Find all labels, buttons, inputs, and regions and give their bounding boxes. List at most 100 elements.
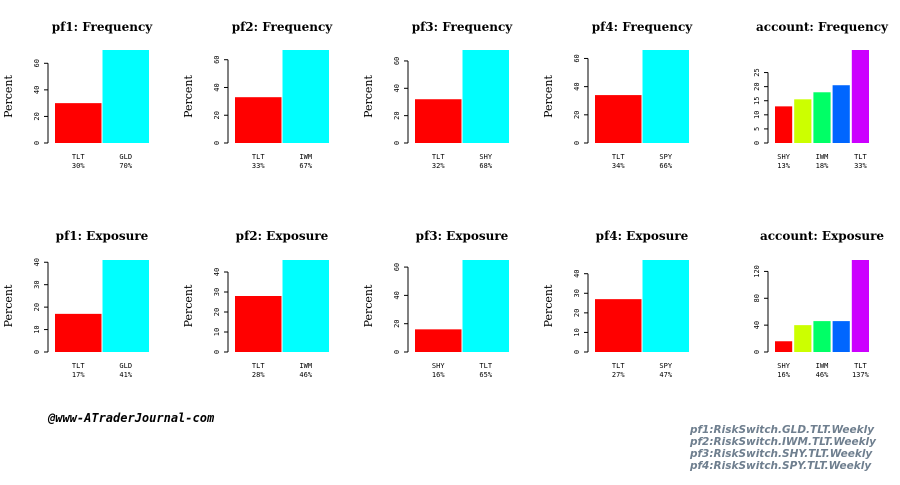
panel-title: pf2: Frequency [232,20,334,34]
bar-tlt [851,50,869,143]
y-tick-label: 40 [213,268,221,276]
legend-pf1: pf1:RiskSwitch.GLD.TLT.Weekly [689,424,875,436]
y-tick-label: 40 [33,258,41,266]
y-tick-label: 20 [393,319,401,327]
panel-title: pf2: Exposure [236,229,329,243]
category-label: TLT [432,153,445,161]
percent-label: 137% [852,371,870,379]
y-tick-label: 60 [573,54,581,62]
y-tick-label: 60 [393,57,401,65]
portfolio-legend: pf1:RiskSwitch.GLD.TLT.Weekly pf2:RiskSw… [690,424,876,472]
bar-tlt [851,260,869,352]
category-label: TLT [252,153,265,161]
y-tick-label: 20 [753,82,761,90]
y-tick-label: 40 [573,82,581,90]
bar-series-4 [832,85,850,143]
y-tick-label: 40 [393,84,401,92]
y-tick-label: 120 [753,265,761,278]
percent-label: 30% [72,162,85,170]
y-tick-label: 30 [33,280,41,288]
percent-label: 66% [659,162,672,170]
y-tick-label: 80 [753,294,761,302]
bar-shy [415,329,462,352]
y-axis-label: Percent [542,74,555,117]
bar-iwm [813,321,831,352]
percent-label: 13% [777,162,790,170]
bar-tlt [595,299,642,352]
percent-label: 16% [432,371,445,379]
percent-label: 27% [612,371,625,379]
y-axis-label: Percent [2,284,15,327]
percent-label: 46% [299,371,312,379]
y-axis-label: Percent [182,74,195,117]
bar-series-4 [832,321,850,352]
y-tick-label: 0 [573,141,581,145]
panel-title: account: Frequency [756,20,889,34]
y-tick-label: 10 [33,325,41,333]
bar-spy [642,260,689,352]
category-label: TLT [479,362,492,370]
category-label: TLT [854,153,867,161]
y-axis-label: Percent [542,284,555,327]
category-label: SPY [659,362,672,370]
y-tick-label: 0 [393,350,401,354]
panel-title: pf4: Frequency [592,20,694,34]
category-label: TLT [252,362,265,370]
y-tick-label: 40 [753,321,761,329]
percent-label: 28% [252,371,265,379]
bar-gld [102,260,149,352]
y-tick-label: 40 [33,86,41,94]
bar-iwm [813,92,831,143]
y-tick-label: 0 [393,141,401,145]
category-label: TLT [72,362,85,370]
y-tick-label: 5 [753,127,761,131]
bar-iwm [282,260,329,352]
panel-title: pf1: Frequency [52,20,154,34]
y-tick-label: 20 [33,112,41,120]
category-label: TLT [612,153,625,161]
y-tick-label: 20 [573,111,581,119]
bar-tlt [595,95,642,143]
y-tick-label: 60 [33,59,41,67]
legend-pf2: pf2:RiskSwitch.IWM.TLT.Weekly [689,436,876,448]
percent-label: 41% [119,371,132,379]
y-tick-label: 0 [33,141,41,145]
y-tick-label: 20 [393,111,401,119]
y-tick-label: 60 [213,55,221,63]
percent-label: 33% [854,162,867,170]
bar-tlt [462,260,509,352]
legend-pf4: pf4:RiskSwitch.SPY.TLT.Weekly [689,460,872,472]
percent-label: 17% [72,371,85,379]
y-tick-label: 20 [213,111,221,119]
category-label: GLD [119,153,132,161]
bar-tlt [235,296,282,352]
percent-label: 47% [659,371,672,379]
y-tick-label: 0 [573,350,581,354]
category-label: IWM [299,153,312,161]
category-label: TLT [854,362,867,370]
bar-shy [775,106,793,143]
bar-iwm [282,50,329,143]
category-label: SHY [432,362,445,370]
y-axis-label: Percent [2,74,15,117]
category-label: IWM [816,362,829,370]
y-tick-label: 30 [213,288,221,296]
y-tick-label: 0 [753,141,761,145]
percent-label: 65% [479,371,492,379]
y-tick-label: 0 [753,350,761,354]
category-label: SHY [777,153,790,161]
y-tick-label: 40 [393,291,401,299]
watermark-text: @www-ATraderJournal-com [48,411,215,425]
y-tick-label: 0 [33,350,41,354]
bar-series-2 [794,99,812,143]
percent-label: 46% [816,371,829,379]
percent-label: 34% [612,162,625,170]
percent-label: 70% [119,162,132,170]
